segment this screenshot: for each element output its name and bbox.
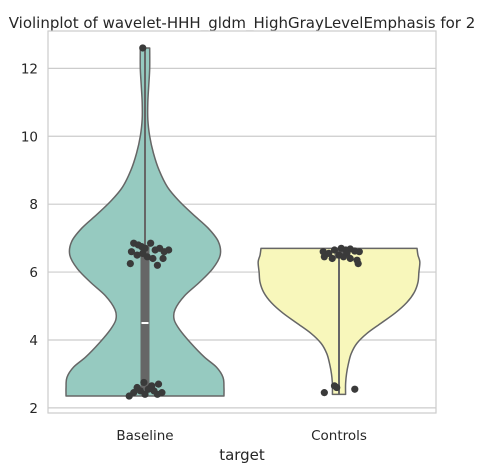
y-tick-label: 10 — [21, 129, 38, 145]
y-tick-label: 12 — [21, 61, 38, 77]
data-point — [159, 254, 167, 263]
data-point — [328, 254, 336, 263]
data-point — [320, 253, 328, 261]
y-tick-label: 2 — [29, 401, 38, 417]
data-point — [355, 248, 363, 256]
data-point — [125, 392, 133, 400]
data-point — [343, 249, 351, 258]
data-point — [147, 383, 155, 392]
x-axis-label: target — [219, 446, 265, 464]
data-point — [333, 383, 341, 392]
data-point — [330, 246, 339, 254]
x-tick-labels: Baseline Controls — [116, 428, 367, 444]
data-point — [133, 251, 141, 259]
data-point — [126, 259, 134, 268]
data-point — [127, 248, 136, 256]
iqr-box-baseline — [140, 244, 150, 390]
x-tick-label: Baseline — [116, 428, 173, 444]
data-point — [351, 385, 359, 393]
violins — [65, 47, 421, 397]
data-point — [147, 239, 155, 247]
y-tick-label: 6 — [29, 265, 38, 281]
data-point — [149, 254, 157, 263]
y-tick-label: 4 — [29, 333, 38, 349]
data-point — [139, 249, 147, 258]
data-point — [320, 389, 328, 397]
y-tick-label: 8 — [29, 197, 38, 213]
strip-points — [125, 44, 363, 400]
data-point — [154, 380, 163, 388]
data-point — [139, 44, 147, 52]
data-point — [354, 259, 362, 268]
data-point — [153, 390, 162, 398]
data-point — [141, 390, 149, 398]
data-point — [140, 378, 148, 387]
chart-title: Violinplot of wavelet-HHH_gldm_HighGrayL… — [9, 14, 476, 33]
x-tick-label: Controls — [311, 428, 367, 444]
data-point — [346, 254, 354, 263]
data-point — [153, 261, 162, 269]
plot-frame — [47, 30, 437, 414]
y-tick-labels: 2 4 6 8 10 12 — [21, 61, 38, 417]
data-point — [165, 246, 173, 254]
